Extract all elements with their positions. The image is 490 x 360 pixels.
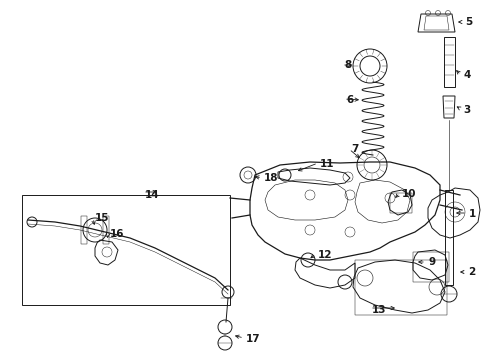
Text: 8: 8 — [344, 60, 351, 70]
Text: 2: 2 — [468, 267, 475, 277]
Text: 13: 13 — [372, 305, 387, 315]
Text: 9: 9 — [428, 257, 435, 267]
Text: 16: 16 — [110, 229, 124, 239]
Bar — [103, 216, 109, 244]
Bar — [22, 195, 230, 305]
Text: 6: 6 — [346, 95, 353, 105]
Bar — [81, 216, 87, 244]
Text: 15: 15 — [95, 213, 109, 223]
Text: 14: 14 — [145, 190, 160, 200]
Text: 10: 10 — [402, 189, 416, 199]
Text: 17: 17 — [246, 334, 261, 344]
Text: 11: 11 — [320, 159, 335, 169]
Text: 7: 7 — [351, 144, 358, 154]
Bar — [355, 260, 447, 315]
Text: 5: 5 — [465, 17, 472, 27]
Text: 1: 1 — [469, 209, 476, 219]
Bar — [390, 193, 412, 213]
Bar — [413, 252, 449, 282]
Text: 18: 18 — [264, 173, 278, 183]
Text: 4: 4 — [463, 70, 470, 80]
Text: 3: 3 — [463, 105, 470, 115]
Text: 12: 12 — [318, 250, 333, 260]
